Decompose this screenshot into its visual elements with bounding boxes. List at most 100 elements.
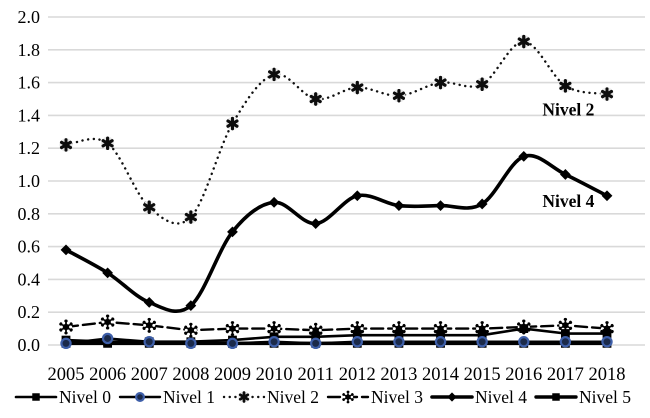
marker-nivel-2 (59, 140, 73, 150)
x-axis-label: 2017 (547, 365, 584, 385)
marker-nivel-4 (143, 296, 155, 308)
legend-item-nivel-1: Nivel 1 (118, 387, 215, 407)
y-axis-tick-label: 0.6 (18, 237, 41, 257)
marker-nivel-3 (562, 322, 568, 328)
marker-dot-nivel-3 (441, 323, 445, 327)
marker-dot-nivel-3 (348, 399, 352, 402)
marker-nivel-0 (32, 393, 40, 401)
marker-nivel-1 (143, 336, 155, 348)
marker-dot-nivel-3 (350, 395, 354, 399)
marker-nivel-2 (392, 91, 405, 100)
marker-nivel-4 (102, 267, 114, 279)
marker-nivel-1 (559, 336, 572, 348)
marker-dot-nivel-3 (187, 324, 191, 328)
marker-nivel-0 (436, 330, 445, 340)
y-axis-tick-label: 1.8 (18, 40, 41, 60)
y-axis-tick-label: 1.6 (18, 73, 41, 93)
marker-dot-nivel-3 (478, 323, 482, 327)
marker-dot-nivel-3 (193, 328, 197, 332)
marker-nivel-3 (188, 327, 194, 333)
marker-dot-nivel-3 (485, 327, 489, 331)
marker-dot-nivel-3 (360, 327, 364, 331)
marker-nivel-1 (309, 337, 322, 350)
marker-dot-nivel-3 (524, 321, 528, 325)
series-line-nivel-1 (64, 337, 609, 345)
y-axis-tick-label: 0.8 (18, 204, 41, 224)
marker-nivel-4 (476, 198, 488, 210)
series-nivel-1 (60, 332, 613, 350)
x-axis-label: 2014 (422, 365, 459, 385)
marker-dot-nivel-3 (607, 323, 611, 327)
marker-nivel-1 (601, 336, 613, 348)
marker-dot-nivel-3 (443, 327, 447, 331)
y-axis-tick-label: 1.4 (18, 105, 41, 125)
legend-item-label: Nivel 1 (163, 387, 215, 407)
x-axis-label: 2005 (48, 365, 85, 385)
marker-dot-nivel-3 (270, 323, 274, 327)
marker-dot-nivel-3 (392, 327, 396, 331)
marker-dot-nivel-3 (559, 323, 563, 327)
marker-dot-nivel-3 (233, 331, 237, 335)
marker-dot-nivel-3 (344, 399, 348, 402)
series-nivel-2 (59, 34, 614, 225)
marker-nivel-3 (345, 394, 351, 400)
marker-dot-nivel-3 (152, 323, 156, 327)
marker-nivel-0 (352, 330, 362, 340)
marker-dot-nivel-3 (108, 316, 112, 320)
annotation-nivel-2: Nivel 2 (542, 99, 594, 119)
x-axis-label: 2010 (256, 365, 293, 385)
marker-nivel-0 (311, 332, 321, 342)
marker-dot-nivel-3 (603, 323, 607, 327)
marker-dot-nivel-3 (143, 323, 147, 327)
marker-nivel-1 (101, 332, 114, 345)
marker-dot-nivel-3 (66, 329, 70, 333)
marker-nivel-4 (559, 169, 571, 180)
marker-dot-nivel-3 (561, 319, 565, 323)
marker-dot-nivel-3 (101, 320, 105, 324)
marker-nivel-3 (354, 326, 360, 332)
legend-item-label: Nivel 2 (267, 387, 319, 407)
legend-item-nivel-3: Nivel 3 (326, 387, 423, 407)
marker-nivel-1 (476, 336, 488, 348)
marker-nivel-1 (434, 336, 447, 348)
marker-dot-nivel-3 (69, 325, 73, 329)
marker-dot-nivel-3 (348, 392, 352, 395)
marker-nivel-0 (477, 330, 487, 340)
marker-dot-nivel-3 (519, 321, 523, 325)
marker-dot-nivel-3 (66, 321, 70, 325)
marker-dot-nivel-3 (191, 324, 195, 328)
y-axis-tick-label: 2.0 (18, 7, 41, 27)
marker-dot-nivel-3 (434, 327, 438, 331)
marker-nivel-1 (351, 336, 364, 348)
x-axis-label: 2007 (131, 365, 168, 385)
marker-dot-nivel-3 (395, 323, 399, 327)
series-line-nivel-3 (64, 320, 609, 332)
y-axis-tick-label: 0.0 (18, 335, 41, 355)
x-axis-label: 2006 (89, 365, 126, 385)
marker-dot-nivel-3 (59, 325, 63, 329)
marker-nivel-0 (519, 324, 529, 333)
marker-dot-nivel-3 (399, 323, 403, 327)
x-axis-label: 2011 (298, 365, 334, 385)
legend-item-nivel-0: Nivel 0 (14, 387, 111, 407)
marker-nivel-3 (146, 322, 152, 328)
marker-dot-nivel-3 (568, 323, 572, 327)
marker-dot-nivel-3 (110, 320, 114, 324)
marker-dot-nivel-3 (103, 316, 107, 320)
x-axis-label: 2012 (339, 365, 376, 385)
marker-nivel-2 (351, 83, 364, 92)
x-axis-label: 2013 (380, 365, 417, 385)
marker-nivel-2 (434, 78, 447, 87)
series-nivel-4 (60, 151, 613, 314)
marker-nivel-1 (393, 336, 405, 348)
marker-nivel-3 (63, 324, 69, 330)
marker-dot-nivel-3 (482, 323, 486, 327)
marker-nivel-3 (271, 326, 277, 332)
marker-dot-nivel-3 (309, 328, 313, 332)
marker-nivel-2 (101, 139, 114, 148)
marker-nivel-4 (601, 190, 613, 202)
marker-dot-nivel-3 (351, 327, 355, 331)
series-line-nivel-2 (64, 40, 609, 225)
legend-item-nivel-4: Nivel 4 (430, 387, 527, 407)
marker-nivel-3 (313, 327, 319, 333)
